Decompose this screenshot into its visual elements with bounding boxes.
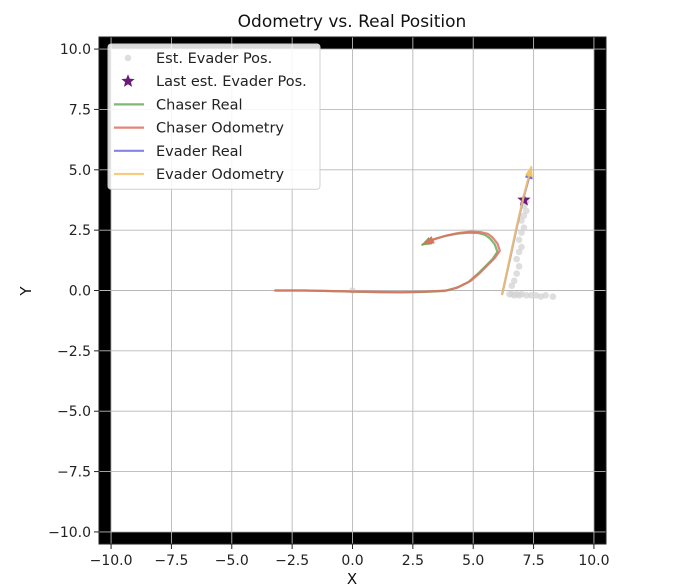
legend-entry: Evader Odometry: [114, 167, 285, 183]
legend-label: Est. Evader Pos.: [156, 51, 272, 67]
legend-box: [107, 43, 321, 190]
scatter-point: [527, 292, 535, 299]
y-tick-label: 5.0: [69, 163, 91, 179]
x-tick-label: 5.0: [462, 553, 484, 569]
scatter-point: [520, 224, 528, 232]
x-tick-label: −2.5: [275, 553, 309, 569]
series-evader-odometry: [501, 165, 533, 296]
scatter-point: [515, 263, 523, 270]
legend-label: Chaser Real: [156, 97, 243, 113]
scatter-point: [510, 277, 518, 285]
x-tick-label: 7.5: [522, 553, 544, 569]
x-tick-label: −7.5: [154, 553, 188, 569]
arrowhead-marker: [525, 165, 533, 178]
scatter-point: [515, 236, 523, 244]
y-tick-label: −7.5: [57, 465, 91, 481]
legend-label: Evader Real: [156, 144, 243, 160]
legend-entry: Est. Evader Pos.: [124, 51, 272, 67]
arrowhead-marker: [423, 236, 435, 245]
y-tick-label: 7.5: [69, 102, 91, 118]
legend-label: Last est. Evader Pos.: [156, 74, 307, 90]
y-tick-label: 10.0: [60, 42, 91, 58]
y-tick-label: 0.0: [69, 284, 91, 300]
x-tick-label: −5.0: [215, 553, 249, 569]
x-axis-label: X: [347, 570, 357, 585]
legend-entry: Evader Real: [114, 144, 243, 160]
x-tick-label: 2.5: [402, 553, 424, 569]
series-line: [274, 230, 501, 294]
axes-spines: [98, 36, 607, 545]
legend: Est. Evader Pos. Last est. Evader Pos. Cha…: [107, 43, 321, 190]
scatter-point: [518, 243, 525, 251]
legend-entry: Last est. Evader Pos.: [121, 74, 307, 90]
y-tick-label: 2.5: [69, 223, 91, 239]
scatter-point: [523, 292, 530, 299]
legend-entry: Chaser Real: [114, 97, 243, 113]
series-line: [501, 166, 533, 296]
series-chaser-odometry: [274, 230, 501, 294]
y-tick-label: −10.0: [48, 525, 91, 541]
legend-entry: Chaser Odometry: [114, 121, 284, 137]
legend-marker-star: [121, 74, 135, 87]
legend-label: Chaser Odometry: [156, 121, 284, 137]
scatter-point: [513, 255, 520, 263]
chart-title: Odometry vs. Real Position: [238, 12, 467, 32]
legend-marker-point: [124, 54, 132, 62]
y-tick-label: −5.0: [57, 404, 91, 420]
scatter-point: [542, 292, 549, 299]
scatter-point: [513, 270, 520, 277]
x-tick-label: 10.0: [578, 553, 609, 569]
y-tick-label: −2.5: [57, 344, 91, 360]
legend-label: Evader Odometry: [156, 167, 285, 183]
y-axis-label: Y: [17, 286, 35, 297]
scatter-point: [549, 293, 557, 300]
x-tick-label: 0.0: [341, 553, 363, 569]
x-tick-label: −10.0: [90, 553, 133, 569]
